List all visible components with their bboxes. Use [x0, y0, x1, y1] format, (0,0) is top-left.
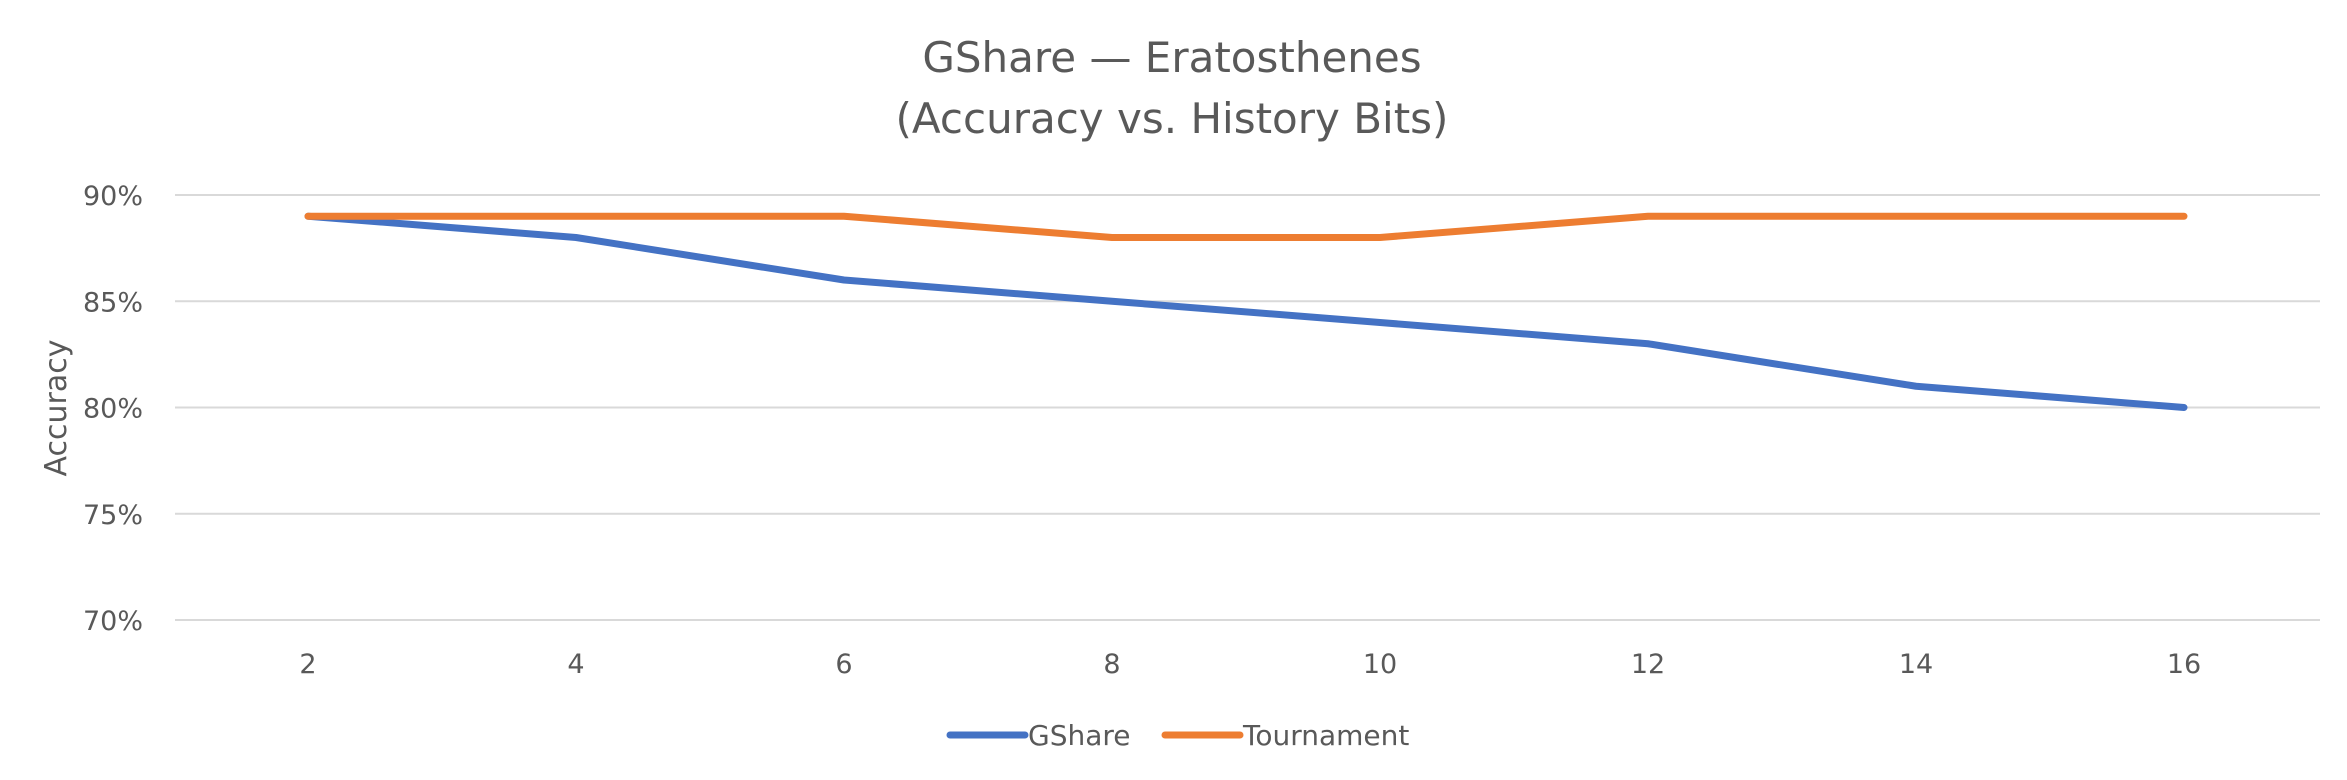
y-tick-label: 75%	[83, 500, 143, 531]
series-line-gshare	[304, 212, 2188, 411]
x-tick-label: 8	[1103, 649, 1120, 680]
x-tick-label: 10	[1363, 649, 1397, 680]
y-axis-tick-labels: 70% 75% 80% 85% 90%	[83, 181, 143, 637]
x-tick-label: 12	[1631, 649, 1665, 680]
y-tick-label: 80%	[83, 394, 143, 425]
legend-label-tournament: Tournament	[1242, 719, 1409, 752]
series-line-tournament	[304, 212, 2188, 241]
chart-title-line-1: GShare — Eratosthenes	[922, 33, 1421, 82]
gridlines	[175, 194, 2320, 621]
legend-label-gshare: GShare	[1028, 719, 1131, 752]
series-lines	[304, 212, 2188, 411]
x-tick-label: 6	[835, 649, 852, 680]
y-tick-label: 70%	[83, 606, 143, 637]
y-tick-label: 85%	[83, 287, 143, 318]
chart-title-line-2: (Accuracy vs. History Bits)	[896, 94, 1449, 143]
x-tick-label: 2	[299, 649, 316, 680]
x-tick-label: 16	[2167, 649, 2201, 680]
legend: GShare Tournament	[946, 719, 1409, 752]
x-axis-tick-labels: 2 4 6 8 10 12 14 16	[299, 649, 2201, 680]
x-tick-label: 14	[1899, 649, 1933, 680]
x-tick-label: 4	[567, 649, 584, 680]
y-axis-title: Accuracy	[39, 340, 74, 477]
y-tick-label: 90%	[83, 181, 143, 212]
